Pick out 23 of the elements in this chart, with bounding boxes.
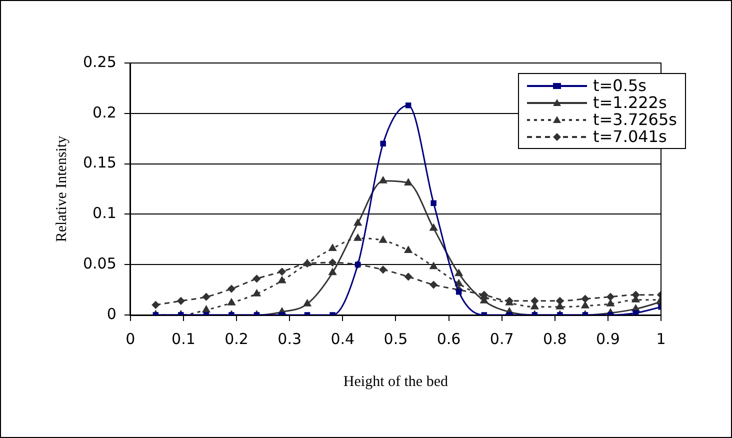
y-tick-label: 0.05 <box>82 254 116 272</box>
y-tick-label: 0.2 <box>92 103 116 122</box>
x-tick-label: 0.3 <box>278 330 302 348</box>
y-axis-title: Relative Intensity <box>54 135 70 242</box>
y-tick-label: 0.25 <box>82 52 116 71</box>
x-tick-label: 0.1 <box>172 330 196 348</box>
y-tick-label: 0.1 <box>92 204 116 222</box>
legend-label: t=7.041s <box>593 127 667 146</box>
x-tick-label: 0.2 <box>224 330 248 348</box>
x-tick-label: 0.4 <box>330 330 355 348</box>
legend-label: t=3.7265s <box>593 110 677 129</box>
x-tick-label: 0.8 <box>542 330 567 348</box>
x-tick-label: 0.7 <box>490 330 514 348</box>
x-tick-label: 0.5 <box>384 330 408 348</box>
y-tick-label: 0.15 <box>82 154 116 172</box>
legend-label: t=0.5s <box>593 76 646 95</box>
x-tick-label: 0.6 <box>436 330 461 348</box>
x-axis-title: Height of the bed <box>343 374 448 390</box>
x-tick-label: 0.9 <box>596 330 620 348</box>
y-tick-label: 0 <box>106 304 116 323</box>
x-tick-label: 0 <box>126 330 136 348</box>
legend-label: t=1.222s <box>593 93 667 112</box>
x-tick-label: 1 <box>656 330 666 348</box>
